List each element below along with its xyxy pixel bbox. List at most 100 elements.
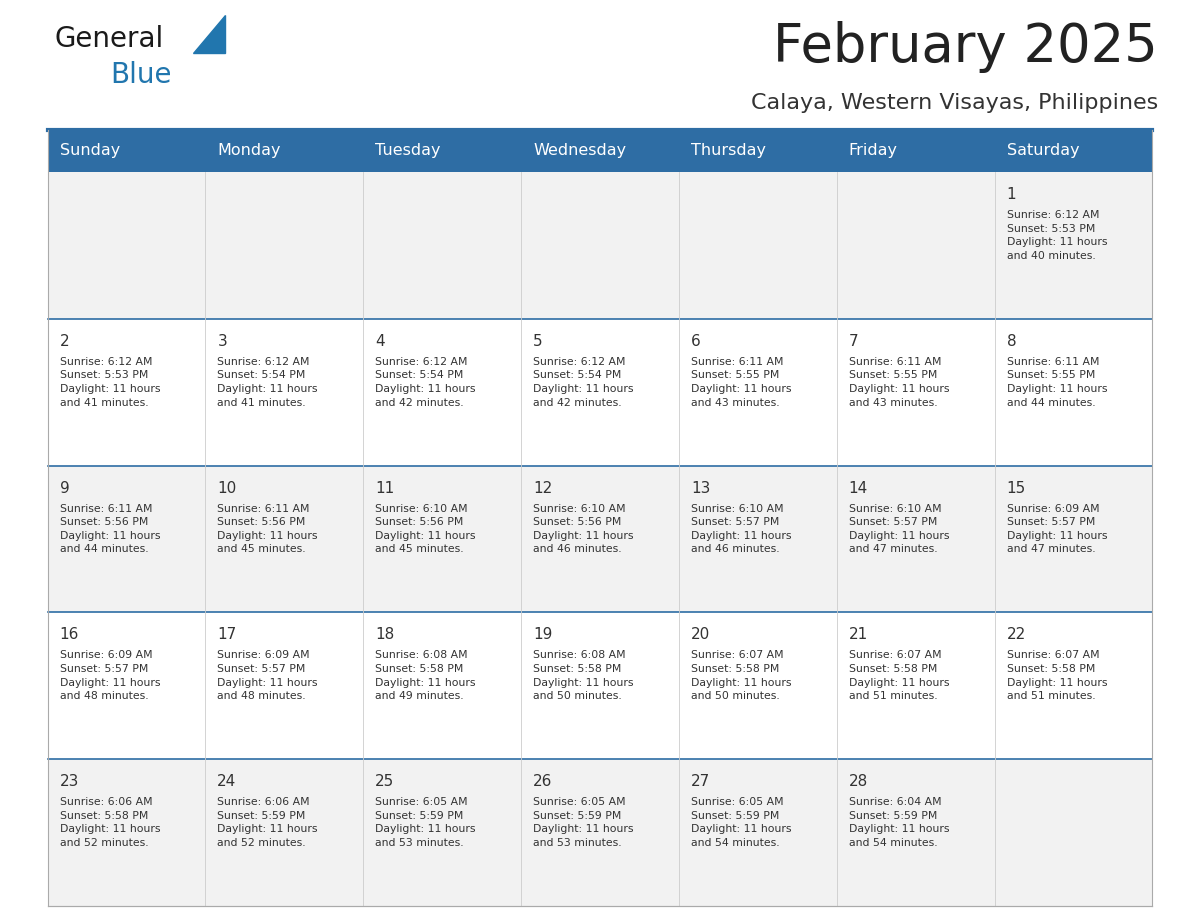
Polygon shape bbox=[364, 172, 522, 319]
Polygon shape bbox=[48, 319, 206, 465]
Text: Sunday: Sunday bbox=[59, 143, 120, 159]
Text: Sunrise: 6:06 AM
Sunset: 5:59 PM
Daylight: 11 hours
and 52 minutes.: Sunrise: 6:06 AM Sunset: 5:59 PM Dayligh… bbox=[217, 797, 318, 848]
Text: 24: 24 bbox=[217, 774, 236, 789]
Text: 6: 6 bbox=[691, 334, 701, 349]
Text: 1: 1 bbox=[1006, 187, 1016, 202]
Text: Sunrise: 6:12 AM
Sunset: 5:53 PM
Daylight: 11 hours
and 40 minutes.: Sunrise: 6:12 AM Sunset: 5:53 PM Dayligh… bbox=[1006, 210, 1107, 261]
Text: Sunrise: 6:11 AM
Sunset: 5:55 PM
Daylight: 11 hours
and 43 minutes.: Sunrise: 6:11 AM Sunset: 5:55 PM Dayligh… bbox=[691, 357, 791, 408]
Text: Sunrise: 6:10 AM
Sunset: 5:56 PM
Daylight: 11 hours
and 45 minutes.: Sunrise: 6:10 AM Sunset: 5:56 PM Dayligh… bbox=[375, 504, 475, 554]
Polygon shape bbox=[364, 319, 522, 465]
Text: Sunrise: 6:08 AM
Sunset: 5:58 PM
Daylight: 11 hours
and 50 minutes.: Sunrise: 6:08 AM Sunset: 5:58 PM Dayligh… bbox=[533, 650, 633, 701]
Polygon shape bbox=[522, 759, 678, 906]
Text: 14: 14 bbox=[848, 481, 868, 496]
Polygon shape bbox=[48, 612, 206, 759]
Text: 5: 5 bbox=[533, 334, 543, 349]
Text: 16: 16 bbox=[59, 627, 78, 643]
Text: Wednesday: Wednesday bbox=[533, 143, 626, 159]
Polygon shape bbox=[364, 759, 522, 906]
Polygon shape bbox=[522, 130, 678, 172]
Text: 28: 28 bbox=[848, 774, 868, 789]
Polygon shape bbox=[836, 130, 994, 172]
Polygon shape bbox=[836, 172, 994, 319]
Polygon shape bbox=[678, 759, 836, 906]
Text: Sunrise: 6:11 AM
Sunset: 5:55 PM
Daylight: 11 hours
and 44 minutes.: Sunrise: 6:11 AM Sunset: 5:55 PM Dayligh… bbox=[1006, 357, 1107, 408]
Text: Sunrise: 6:05 AM
Sunset: 5:59 PM
Daylight: 11 hours
and 53 minutes.: Sunrise: 6:05 AM Sunset: 5:59 PM Dayligh… bbox=[375, 797, 475, 848]
Text: Sunrise: 6:07 AM
Sunset: 5:58 PM
Daylight: 11 hours
and 51 minutes.: Sunrise: 6:07 AM Sunset: 5:58 PM Dayligh… bbox=[848, 650, 949, 701]
Polygon shape bbox=[192, 15, 225, 53]
Text: Friday: Friday bbox=[848, 143, 898, 159]
Polygon shape bbox=[206, 130, 364, 172]
Polygon shape bbox=[206, 759, 364, 906]
Text: Sunrise: 6:08 AM
Sunset: 5:58 PM
Daylight: 11 hours
and 49 minutes.: Sunrise: 6:08 AM Sunset: 5:58 PM Dayligh… bbox=[375, 650, 475, 701]
Text: 12: 12 bbox=[533, 481, 552, 496]
Polygon shape bbox=[206, 465, 364, 612]
Polygon shape bbox=[522, 465, 678, 612]
Text: Sunrise: 6:05 AM
Sunset: 5:59 PM
Daylight: 11 hours
and 53 minutes.: Sunrise: 6:05 AM Sunset: 5:59 PM Dayligh… bbox=[533, 797, 633, 848]
Polygon shape bbox=[48, 465, 206, 612]
Text: 15: 15 bbox=[1006, 481, 1025, 496]
Text: 22: 22 bbox=[1006, 627, 1025, 643]
Text: Sunrise: 6:09 AM
Sunset: 5:57 PM
Daylight: 11 hours
and 47 minutes.: Sunrise: 6:09 AM Sunset: 5:57 PM Dayligh… bbox=[1006, 504, 1107, 554]
Polygon shape bbox=[836, 759, 994, 906]
Polygon shape bbox=[48, 130, 206, 172]
Text: Tuesday: Tuesday bbox=[375, 143, 441, 159]
Polygon shape bbox=[522, 172, 678, 319]
Text: Sunrise: 6:12 AM
Sunset: 5:54 PM
Daylight: 11 hours
and 42 minutes.: Sunrise: 6:12 AM Sunset: 5:54 PM Dayligh… bbox=[375, 357, 475, 408]
Text: Sunrise: 6:11 AM
Sunset: 5:55 PM
Daylight: 11 hours
and 43 minutes.: Sunrise: 6:11 AM Sunset: 5:55 PM Dayligh… bbox=[848, 357, 949, 408]
Text: Sunrise: 6:10 AM
Sunset: 5:57 PM
Daylight: 11 hours
and 46 minutes.: Sunrise: 6:10 AM Sunset: 5:57 PM Dayligh… bbox=[691, 504, 791, 554]
Polygon shape bbox=[678, 172, 836, 319]
Text: 4: 4 bbox=[375, 334, 385, 349]
Polygon shape bbox=[994, 319, 1152, 465]
Polygon shape bbox=[678, 319, 836, 465]
Text: Sunrise: 6:11 AM
Sunset: 5:56 PM
Daylight: 11 hours
and 45 minutes.: Sunrise: 6:11 AM Sunset: 5:56 PM Dayligh… bbox=[217, 504, 318, 554]
Text: 23: 23 bbox=[59, 774, 78, 789]
Text: Blue: Blue bbox=[110, 61, 171, 89]
Text: Sunrise: 6:10 AM
Sunset: 5:56 PM
Daylight: 11 hours
and 46 minutes.: Sunrise: 6:10 AM Sunset: 5:56 PM Dayligh… bbox=[533, 504, 633, 554]
Polygon shape bbox=[836, 319, 994, 465]
Text: Calaya, Western Visayas, Philippines: Calaya, Western Visayas, Philippines bbox=[751, 93, 1158, 113]
Polygon shape bbox=[206, 172, 364, 319]
Text: 9: 9 bbox=[59, 481, 69, 496]
Text: 18: 18 bbox=[375, 627, 394, 643]
Polygon shape bbox=[836, 465, 994, 612]
Polygon shape bbox=[364, 130, 522, 172]
Polygon shape bbox=[48, 759, 206, 906]
Polygon shape bbox=[836, 612, 994, 759]
Text: 8: 8 bbox=[1006, 334, 1016, 349]
Polygon shape bbox=[994, 172, 1152, 319]
Polygon shape bbox=[678, 465, 836, 612]
Text: Thursday: Thursday bbox=[691, 143, 766, 159]
Polygon shape bbox=[206, 319, 364, 465]
Text: 10: 10 bbox=[217, 481, 236, 496]
Text: 20: 20 bbox=[691, 627, 710, 643]
Polygon shape bbox=[48, 172, 206, 319]
Text: Sunrise: 6:09 AM
Sunset: 5:57 PM
Daylight: 11 hours
and 48 minutes.: Sunrise: 6:09 AM Sunset: 5:57 PM Dayligh… bbox=[217, 650, 318, 701]
Polygon shape bbox=[678, 130, 836, 172]
Polygon shape bbox=[364, 465, 522, 612]
Text: Sunrise: 6:05 AM
Sunset: 5:59 PM
Daylight: 11 hours
and 54 minutes.: Sunrise: 6:05 AM Sunset: 5:59 PM Dayligh… bbox=[691, 797, 791, 848]
Polygon shape bbox=[206, 612, 364, 759]
Polygon shape bbox=[994, 130, 1152, 172]
Polygon shape bbox=[994, 612, 1152, 759]
Text: Sunrise: 6:04 AM
Sunset: 5:59 PM
Daylight: 11 hours
and 54 minutes.: Sunrise: 6:04 AM Sunset: 5:59 PM Dayligh… bbox=[848, 797, 949, 848]
Polygon shape bbox=[994, 759, 1152, 906]
Text: 7: 7 bbox=[848, 334, 858, 349]
Text: 26: 26 bbox=[533, 774, 552, 789]
Polygon shape bbox=[522, 319, 678, 465]
Polygon shape bbox=[522, 612, 678, 759]
Polygon shape bbox=[364, 612, 522, 759]
Text: Saturday: Saturday bbox=[1006, 143, 1079, 159]
Text: 3: 3 bbox=[217, 334, 227, 349]
Text: General: General bbox=[55, 25, 164, 53]
Text: 27: 27 bbox=[691, 774, 710, 789]
Text: February 2025: February 2025 bbox=[773, 21, 1158, 73]
Text: Monday: Monday bbox=[217, 143, 280, 159]
Text: 11: 11 bbox=[375, 481, 394, 496]
Text: Sunrise: 6:10 AM
Sunset: 5:57 PM
Daylight: 11 hours
and 47 minutes.: Sunrise: 6:10 AM Sunset: 5:57 PM Dayligh… bbox=[848, 504, 949, 554]
Text: 13: 13 bbox=[691, 481, 710, 496]
Text: Sunrise: 6:09 AM
Sunset: 5:57 PM
Daylight: 11 hours
and 48 minutes.: Sunrise: 6:09 AM Sunset: 5:57 PM Dayligh… bbox=[59, 650, 160, 701]
Text: Sunrise: 6:12 AM
Sunset: 5:54 PM
Daylight: 11 hours
and 42 minutes.: Sunrise: 6:12 AM Sunset: 5:54 PM Dayligh… bbox=[533, 357, 633, 408]
Text: 17: 17 bbox=[217, 627, 236, 643]
Text: 2: 2 bbox=[59, 334, 69, 349]
Polygon shape bbox=[994, 465, 1152, 612]
